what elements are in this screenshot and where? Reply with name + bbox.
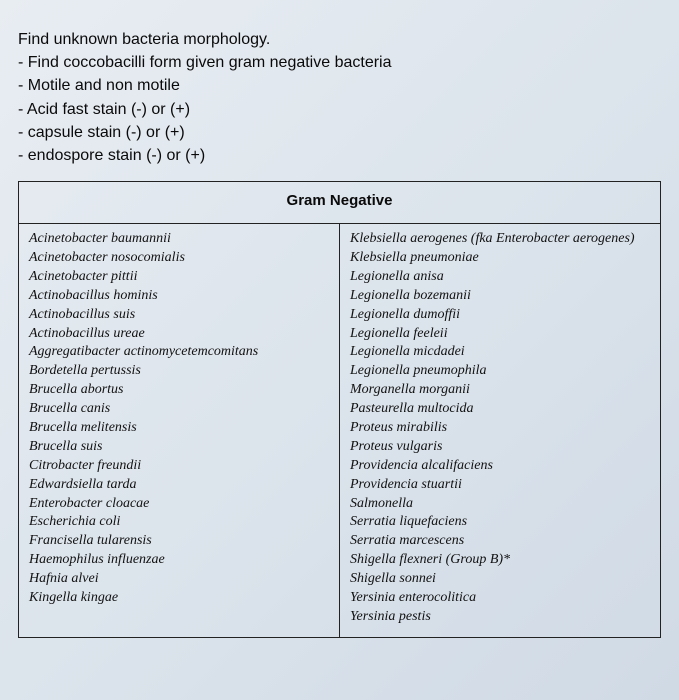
bacteria-entry: Brucella suis (29, 438, 331, 457)
bacteria-entry: Acinetobacter nosocomialis (29, 249, 331, 268)
left-column: Acinetobacter baumannii Acinetobacter no… (19, 224, 340, 637)
table-heading: Gram Negative (19, 182, 660, 224)
bacteria-entry: Providencia alcalifaciens (350, 457, 652, 476)
table-body: Acinetobacter baumannii Acinetobacter no… (19, 224, 660, 637)
bacteria-entry: Actinobacillus suis (29, 306, 331, 325)
bacteria-entry: Acinetobacter baumannii (29, 230, 331, 249)
bacteria-entry: Klebsiella pneumoniae (350, 249, 652, 268)
instructions-bullet: - Find coccobacilli form given gram nega… (18, 51, 661, 74)
bacteria-entry: Aggregatibacter actinomycetemcomitans (29, 343, 331, 362)
bacteria-entry: Proteus vulgaris (350, 438, 652, 457)
bacteria-entry: Bordetella pertussis (29, 362, 331, 381)
instructions-bullet: - capsule stain (-) or (+) (18, 121, 661, 144)
bacteria-table: Gram Negative Acinetobacter baumannii Ac… (18, 181, 661, 638)
bacteria-entry: Brucella melitensis (29, 419, 331, 438)
bacteria-entry: Brucella abortus (29, 381, 331, 400)
bacteria-entry: Actinobacillus hominis (29, 287, 331, 306)
bacteria-entry: Enterobacter cloacae (29, 495, 331, 514)
instructions-bullet: - Acid fast stain (-) or (+) (18, 98, 661, 121)
bacteria-entry: Acinetobacter pittii (29, 268, 331, 287)
bacteria-entry: Legionella micdadei (350, 343, 652, 362)
bacteria-entry: Escherichia coli (29, 513, 331, 532)
bacteria-entry: Morganella morganii (350, 381, 652, 400)
bacteria-entry: Klebsiella aerogenes (fka Enterobacter a… (350, 230, 652, 249)
instructions-block: Find unknown bacteria morphology. - Find… (18, 28, 661, 167)
bacteria-entry: Salmonella (350, 495, 652, 514)
bacteria-entry: Legionella bozemanii (350, 287, 652, 306)
instructions-bullet: - Motile and non motile (18, 74, 661, 97)
bacteria-entry: Yersinia pestis (350, 608, 652, 627)
bacteria-entry: Kingella kingae (29, 589, 331, 608)
bacteria-entry: Francisella tularensis (29, 532, 331, 551)
bacteria-entry: Shigella sonnei (350, 570, 652, 589)
instructions-title: Find unknown bacteria morphology. (18, 28, 661, 51)
bacteria-entry: Edwardsiella tarda (29, 476, 331, 495)
bacteria-entry: Hafnia alvei (29, 570, 331, 589)
bacteria-entry: Serratia marcescens (350, 532, 652, 551)
bacteria-entry: Haemophilus influenzae (29, 551, 331, 570)
bacteria-entry: Serratia liquefaciens (350, 513, 652, 532)
bacteria-entry: Pasteurella multocida (350, 400, 652, 419)
bacteria-entry: Shigella flexneri (Group B)* (350, 551, 652, 570)
bacteria-entry: Legionella feeleii (350, 325, 652, 344)
bacteria-entry: Yersinia enterocolitica (350, 589, 652, 608)
instructions-bullet: - endospore stain (-) or (+) (18, 144, 661, 167)
right-column: Klebsiella aerogenes (fka Enterobacter a… (340, 224, 660, 637)
page-root: Find unknown bacteria morphology. - Find… (0, 0, 679, 648)
bacteria-entry: Brucella canis (29, 400, 331, 419)
bacteria-entry: Legionella anisa (350, 268, 652, 287)
bacteria-entry: Providencia stuartii (350, 476, 652, 495)
bacteria-entry: Proteus mirabilis (350, 419, 652, 438)
bacteria-entry: Citrobacter freundii (29, 457, 331, 476)
bacteria-entry: Legionella dumoffii (350, 306, 652, 325)
bacteria-entry: Actinobacillus ureae (29, 325, 331, 344)
bacteria-entry: Legionella pneumophila (350, 362, 652, 381)
